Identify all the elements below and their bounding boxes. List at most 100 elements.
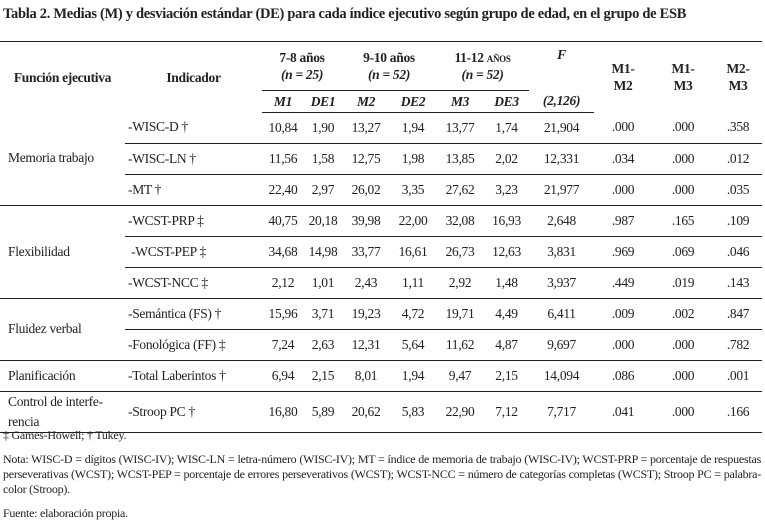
funcion-cell: Planificación [0,360,125,392]
value-cell: 3,71 [304,298,343,330]
value-cell: .847 [714,298,763,330]
header-group-3: 11-12 años (n = 52) [454,49,511,82]
value-cell: 22,90 [436,391,485,433]
value-cell: .000 [594,174,653,206]
table-row: Control de interfe-rencia -Stroop PC † 16,… [0,391,763,433]
value-cell: .358 [714,112,763,144]
value-cell: .165 [652,205,715,237]
indicador-cell: -Semántica (FS) † [125,298,262,330]
value-cell: 9,47 [436,360,485,392]
value-cell: 12,31 [342,329,391,361]
value-cell: 5,64 [390,329,437,361]
table-row: -Fonológica (FF) ‡ 7,24 2,63 12,31 5,64 11,62… [0,329,763,361]
value-cell: 7,717 [529,391,595,433]
value-cell: 1,98 [390,143,437,175]
value-cell: .109 [714,205,763,237]
value-cell: .086 [594,360,653,392]
header-m1: M1 [262,89,304,113]
value-cell: 7,24 [262,329,304,361]
value-cell: 4,72 [390,298,437,330]
indicador-cell: -WCST-NCC ‡ [125,267,262,299]
header-m3: M3 [436,89,485,113]
funcion-cell: Control de interfe-rencia [0,391,125,433]
value-cell: .019 [652,267,715,299]
header-f: F [557,47,566,62]
results-table: Función ejecutiva Indicador 7-8 años (n =… [0,41,763,433]
value-cell: 16,93 [484,205,530,237]
value-cell: 1,90 [304,112,343,144]
value-cell: .069 [652,236,715,268]
value-cell: .002 [652,298,715,330]
value-cell: 22,00 [390,205,437,237]
header-group-2: 9-10 años (n = 52) [363,49,415,82]
footnote-tests: ‡ Games-Howell; † Tukey. [3,428,127,442]
value-cell: 2,15 [484,360,530,392]
value-cell: 3,831 [529,236,595,268]
value-cell: 3,23 [484,174,530,206]
value-cell: .000 [652,360,715,392]
value-cell: 3,35 [390,174,437,206]
value-cell: .000 [652,391,715,433]
table-row: Fluidez verbal -Semántica (FS) † 15,96 3,71… [0,298,763,361]
value-cell: 3,937 [529,267,595,299]
value-cell: 14,98 [304,236,343,268]
indicador-cell: -WISC-LN † [125,143,262,175]
table-row: -MT † 22,40 2,97 26,02 3,35 27,62 3,23 21,977.0… [0,174,763,206]
table-row: Memoria trabajo -WISC-D † 10,84 1,90 13,27 1,… [0,112,763,206]
header-m1-m3: M1-M3 [671,61,695,93]
value-cell: 5,83 [390,391,437,433]
value-cell: .969 [594,236,653,268]
value-cell: .009 [594,298,653,330]
value-cell: .166 [714,391,763,433]
value-cell: .000 [594,112,653,144]
value-cell: 26,73 [436,236,485,268]
indicador-cell: -WCST-PRP ‡ [125,205,262,237]
header-f-df: (2,126) [529,90,595,113]
funcion-cell: Memoria trabajo [0,112,125,206]
value-cell: 13,27 [342,112,391,144]
value-cell: .000 [652,329,715,361]
funcion-cell: Fluidez verbal [0,298,125,361]
value-cell: 5,89 [304,391,343,433]
header-indicador: Indicador [166,69,221,85]
value-cell: .000 [652,174,715,206]
table-row: -WISC-LN † 11,56 1,58 12,75 1,98 13,85 2,02 12,… [0,143,763,175]
value-cell: 21,904 [529,112,595,144]
value-cell: 2,648 [529,205,595,237]
indicador-cell: -WCST-PEP ‡ [125,236,262,268]
value-cell: 21,977 [529,174,595,206]
table-row: -WCST-PEP ‡ 34,68 14,98 33,77 16,61 26,73 12,6… [0,236,763,268]
value-cell: .035 [714,174,763,206]
footnote-fuente: Fuente: elaboración propia. [3,506,128,520]
value-cell: 40,75 [262,205,304,237]
indicador-cell: -Stroop PC † [125,391,262,433]
value-cell: 13,85 [436,143,485,175]
value-cell: 4,49 [484,298,530,330]
value-cell: 26,02 [342,174,391,206]
value-cell: 2,12 [262,267,304,299]
value-cell: 4,87 [484,329,530,361]
header-de2: DE2 [390,89,437,113]
value-cell: 12,63 [484,236,530,268]
value-cell: 6,94 [262,360,304,392]
table-row: Planificación -Total Laberintos † 6,94 2,15… [0,360,763,392]
indicador-cell: -MT † [125,174,262,206]
table-notes: ‡ Games-Howell; † Tukey. Nota: WISC-D = … [3,428,761,530]
header-m2: M2 [342,89,391,113]
indicador-cell: -Total Laberintos † [125,360,262,392]
value-cell: 2,92 [436,267,485,299]
footnote-nota: Nota: WISC-D = dígitos (WISC-IV); WISC-L… [3,452,761,496]
value-cell: .782 [714,329,763,361]
indicador-cell: -WISC-D † [125,112,262,144]
value-cell: 19,23 [342,298,391,330]
value-cell: 6,411 [529,298,595,330]
value-cell: 2,15 [304,360,343,392]
header-de1: DE1 [304,89,343,113]
value-cell: 13,77 [436,112,485,144]
header-m2-m3: M2-M3 [726,61,750,93]
value-cell: 33,77 [342,236,391,268]
funcion-cell: Flexibilidad [0,205,125,299]
value-cell: 15,96 [262,298,304,330]
value-cell: 1,58 [304,143,343,175]
value-cell: 39,98 [342,205,391,237]
